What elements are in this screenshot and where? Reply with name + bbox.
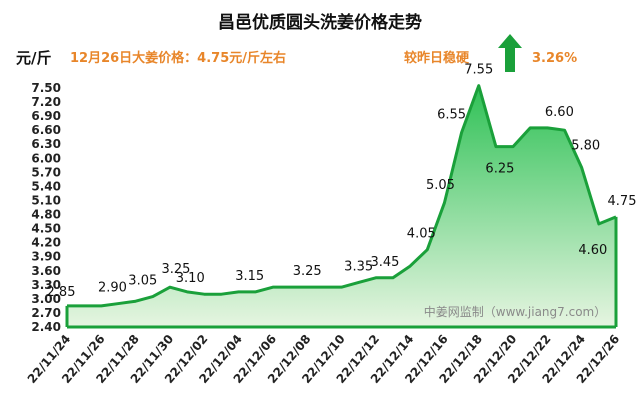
y-tick-label: 5.40 [31,179,61,193]
y-tick-label: 3.00 [31,292,61,306]
data-label: 5.05 [426,178,455,193]
data-label: 3.25 [161,262,190,277]
data-label: 3.15 [235,269,264,284]
data-label: 4.75 [608,194,637,209]
y-tick-label: 2.40 [31,320,61,334]
y-tick-label: 7.50 [31,81,61,95]
price-line [67,84,617,308]
data-label: 6.60 [545,105,574,120]
y-tick-label: 3.30 [31,278,61,292]
data-label: 3.35 [344,259,373,274]
data-labels: 2.85 2.90 3.053.253.10 3.15 3.25 3.353.454.05… [47,63,637,300]
data-label: 3.10 [176,271,205,286]
price-area-fill [67,85,616,327]
y-axis: 2.402.703.003.303.603.904.204.504.805.10… [31,81,61,334]
y-tick-label: 4.20 [31,236,61,250]
headline-change-pct: 3.26% [532,51,577,66]
y-tick-label: 5.70 [31,165,61,179]
y-tick-label: 3.90 [31,250,61,264]
y-tick-label: 6.90 [31,109,61,123]
y-tick-label: 6.30 [31,137,61,151]
headline-price: 12月26日大姜价格：4.75元/斤左右 [70,50,286,66]
y-tick-label: 4.80 [31,208,61,222]
data-label: 3.45 [370,255,399,270]
data-label: 3.05 [128,274,157,289]
data-label: 7.55 [464,63,493,78]
unit-label: 元/斤 [16,49,51,67]
data-label: 5.80 [571,139,600,154]
y-tick-label: 5.10 [31,193,61,207]
series-area [65,84,618,329]
chart-title: 昌邑优质圆头洗姜价格走势 [218,12,422,33]
y-tick-label: 7.20 [31,95,61,109]
data-label: 4.60 [578,243,607,258]
headline-change-label: 较昨日稳硬 [404,50,470,66]
up-arrow-icon [498,34,522,72]
data-label: 2.90 [98,281,127,296]
y-tick-label: 2.70 [31,306,61,320]
data-label: 3.25 [293,264,322,279]
x-axis: 22/11/2422/11/2622/11/2822/11/3022/12/02… [25,332,623,386]
watermark: 中姜网监制（www.jiang7.com） [424,304,606,319]
y-tick-label: 3.60 [31,264,61,278]
y-tick-label: 6.60 [31,123,61,137]
data-label: 6.55 [437,108,466,123]
y-tick-label: 6.00 [31,151,61,165]
data-label: 4.05 [407,227,436,242]
data-label: 2.85 [47,285,76,300]
data-label: 6.25 [485,162,514,177]
y-tick-label: 4.50 [31,222,61,236]
